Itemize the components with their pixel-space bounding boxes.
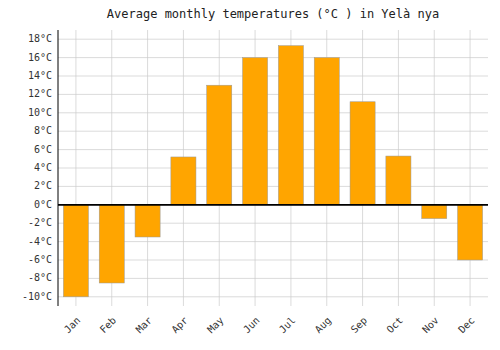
y-tick-label: 12°C	[28, 88, 52, 99]
x-tick-label: Jan	[62, 315, 83, 336]
zero-line	[58, 204, 488, 206]
grid-line-x	[147, 30, 148, 306]
bar	[171, 157, 196, 205]
grid-line-x	[434, 30, 435, 306]
chart: -10°C -8°C -6°C -4°C -2°C 0°C 2°C 4°C 6°C 8°C 10°C…	[0, 0, 500, 350]
title: Average monthly temperatures (°C ) in Ye…	[107, 7, 439, 21]
bar	[99, 205, 124, 283]
x-tick-label: Aug	[313, 315, 334, 336]
x-tick-labels: Jan Feb Mar Apr May Jun Jul Aug Sep Oct Nov Dec	[62, 315, 477, 336]
x-tick-label: Feb	[98, 315, 119, 336]
grid-line-y	[58, 186, 488, 187]
bar	[422, 205, 447, 219]
grid-line-y	[58, 204, 488, 205]
grid-line-y	[58, 76, 488, 77]
x-tick-label: May	[205, 315, 226, 336]
y-tick-label: -8°C	[28, 272, 52, 283]
grid-line-y	[58, 149, 488, 150]
bar	[243, 58, 268, 205]
bar	[350, 102, 375, 205]
x-tick-label: Jun	[241, 315, 262, 336]
y-tick-label: 16°C	[28, 52, 52, 63]
y-tick-label: 14°C	[28, 70, 52, 81]
y-tick-label: -10°C	[22, 291, 52, 302]
y-tick-label: -2°C	[28, 217, 52, 228]
y-tick-labels: -10°C -8°C -6°C -4°C -2°C 0°C 2°C 4°C 6°C 8°C 10°C…	[22, 33, 52, 302]
x-tick-label: Dec	[456, 315, 477, 336]
x-tick-label: Mar	[134, 315, 155, 336]
y-tick-label: 18°C	[28, 33, 52, 44]
grid-line-y	[58, 112, 488, 113]
grid	[58, 30, 488, 306]
bar	[458, 205, 483, 260]
x-tick-label: Nov	[420, 315, 441, 336]
y-tick-label: 6°C	[34, 144, 52, 155]
y-tick-label: 2°C	[34, 180, 52, 191]
grid-line-x	[470, 30, 471, 306]
bar	[63, 205, 88, 297]
bar	[207, 85, 232, 205]
x-tick-label: Oct	[384, 315, 405, 336]
grid-line-y	[58, 39, 488, 40]
bar	[278, 46, 303, 205]
grid-line-y	[58, 296, 488, 297]
bar	[386, 156, 411, 205]
y-tick-label: 4°C	[34, 162, 52, 173]
grid-line-y	[58, 57, 488, 58]
grid-line-y	[58, 94, 488, 95]
y-tick-label: -4°C	[28, 236, 52, 247]
y-axis-line	[58, 30, 59, 306]
grid-line-y	[58, 131, 488, 132]
y-tick-label: 8°C	[34, 125, 52, 136]
bar	[135, 205, 160, 237]
grid-line-y	[58, 168, 488, 169]
bar	[314, 58, 339, 205]
bars	[63, 46, 482, 297]
y-tick-label: -6°C	[28, 254, 52, 265]
y-tick-label: 10°C	[28, 107, 52, 118]
x-tick-label: Apr	[169, 315, 190, 336]
x-tick-label: Sep	[349, 315, 370, 336]
x-tick-label: Jul	[277, 315, 298, 336]
y-tick-label: 0°C	[34, 199, 52, 210]
